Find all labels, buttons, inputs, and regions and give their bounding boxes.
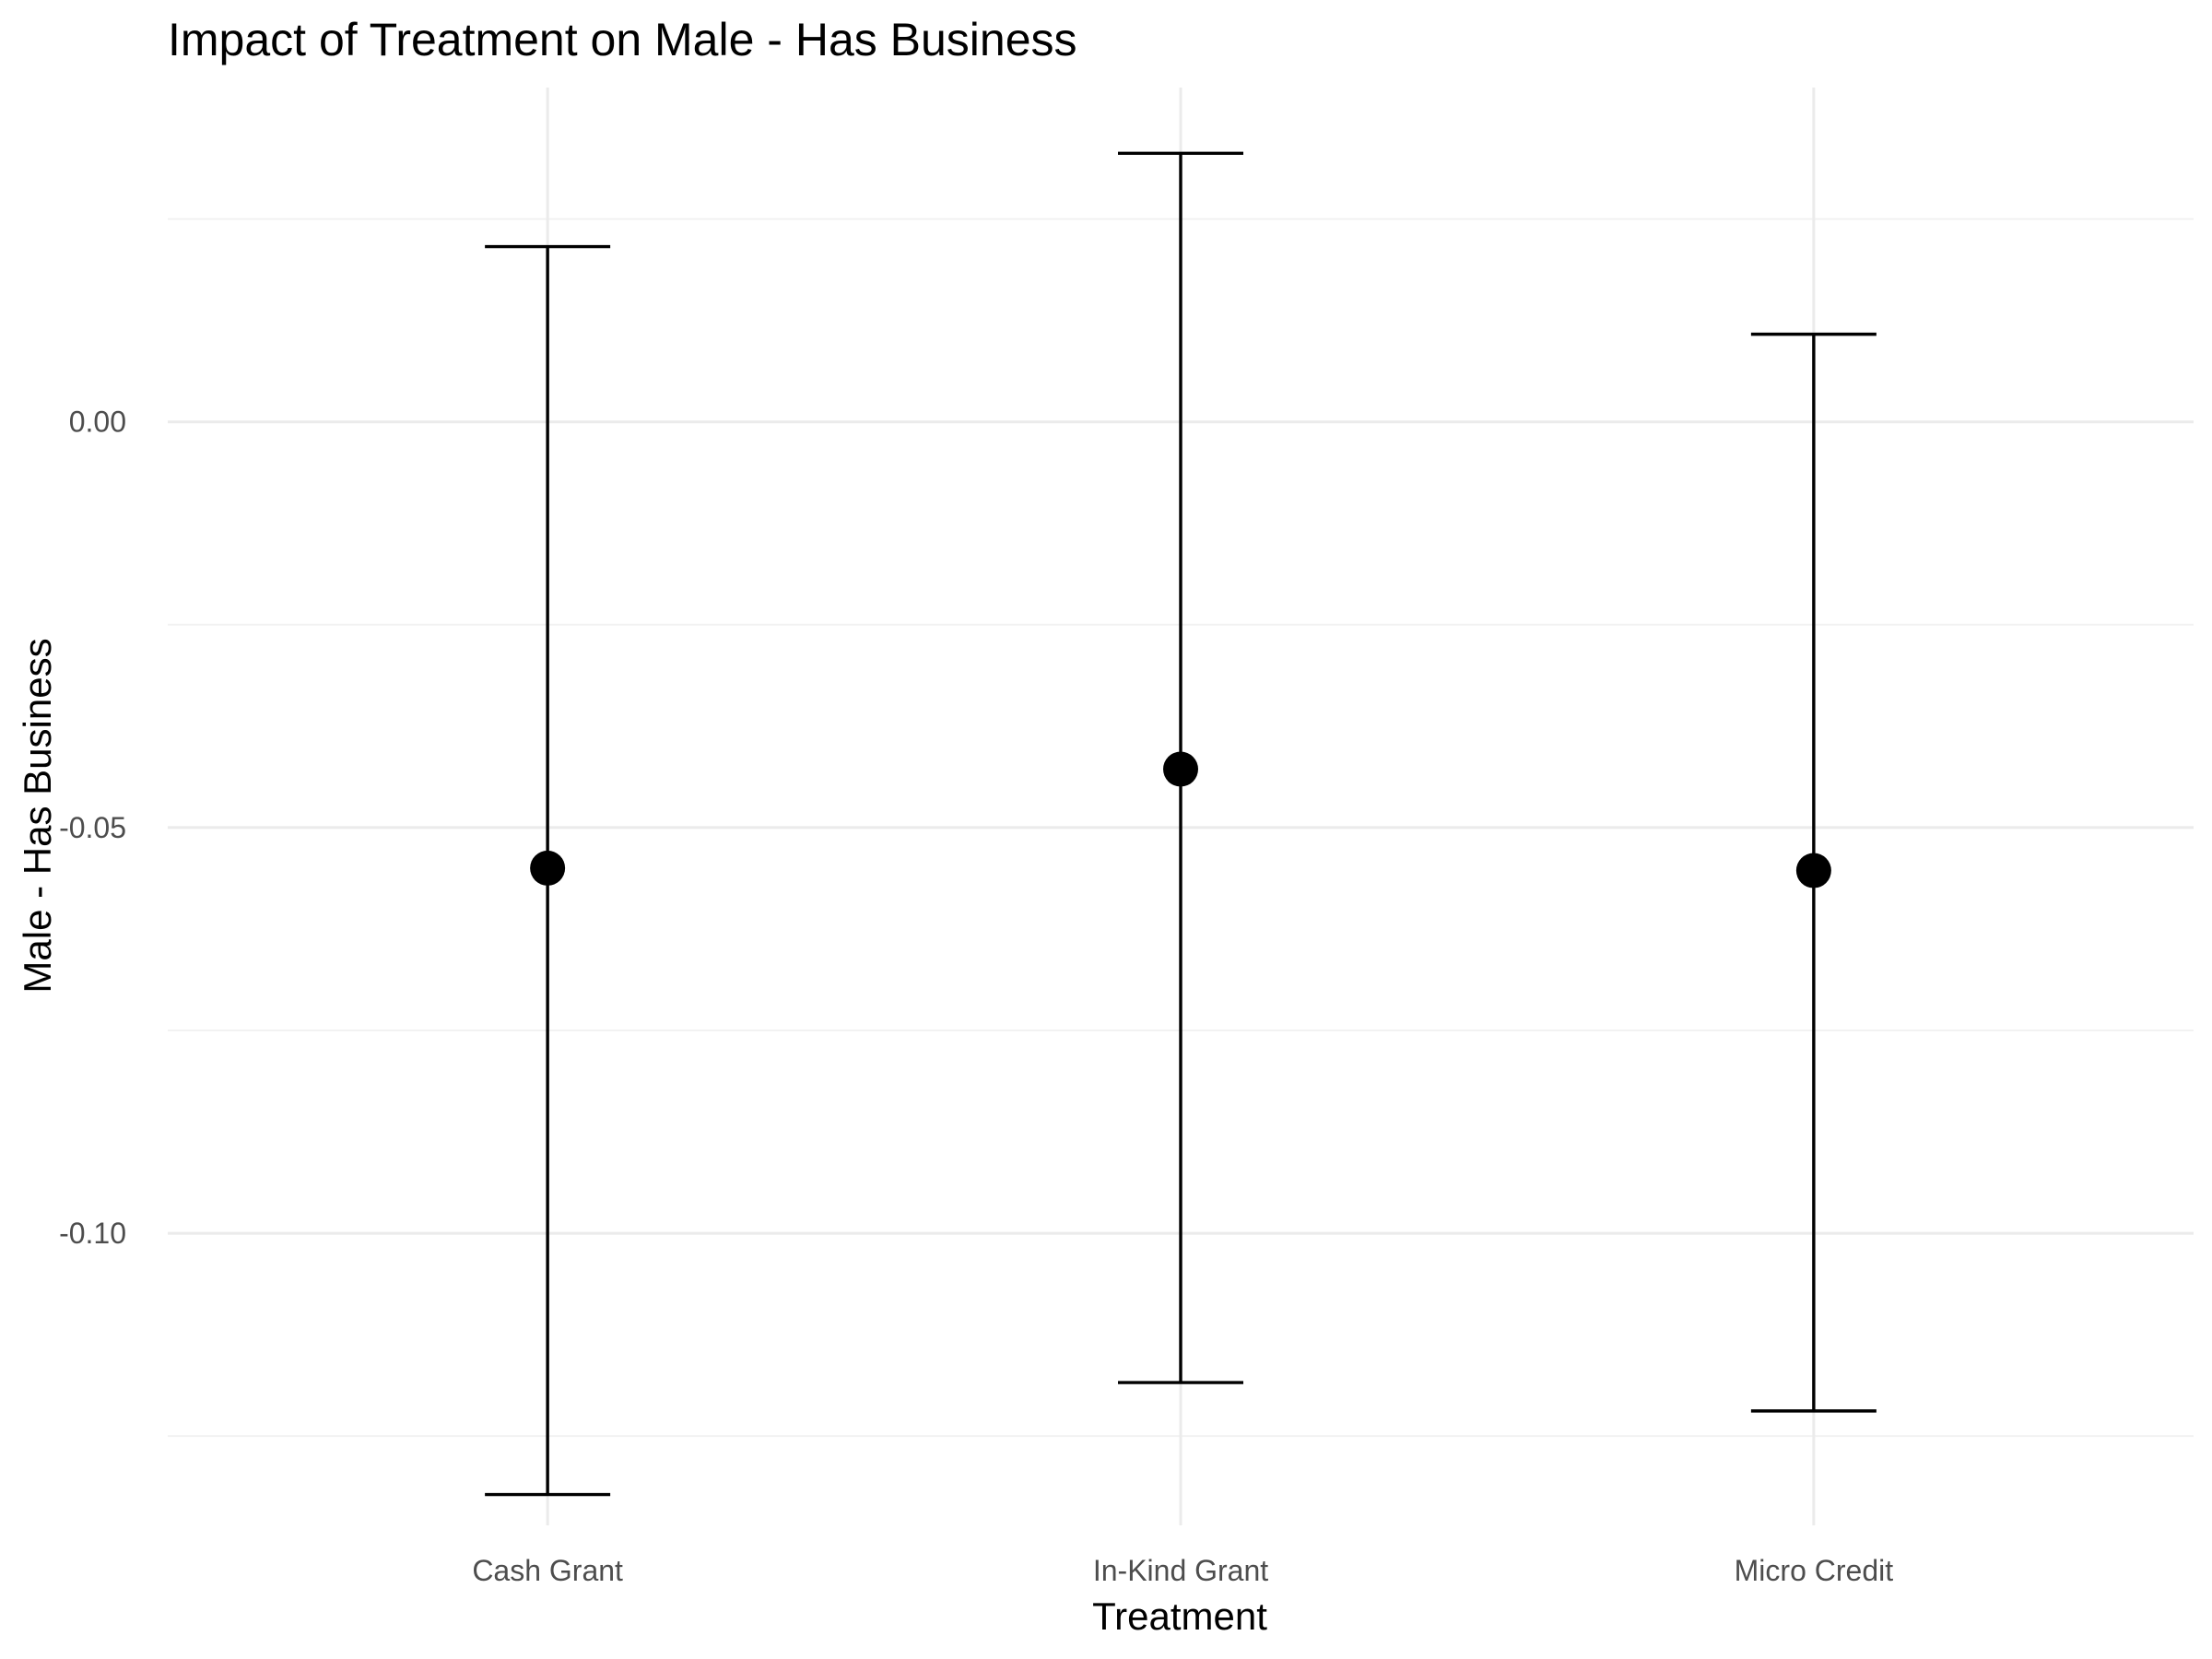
y-axis-title: Male - Has Business [16,638,59,993]
point-estimate [1163,751,1198,787]
point-estimate [1795,853,1831,888]
x-axis-tick-labels: Cash Grant In-Kind Grant Micro Credit [472,1554,1893,1587]
y-tick-label: -0.05 [59,811,126,844]
y-tick-label: -0.10 [59,1217,126,1250]
point-estimates [530,751,1831,888]
x-axis-title: Treatment [1092,1594,1267,1638]
y-tick-label: 0.00 [69,406,126,439]
point-estimate [530,850,566,886]
chart-title: Impact of Treatment on Male - Has Busine… [168,14,1077,65]
x-tick-label: In-Kind Grant [1093,1554,1268,1587]
error-bars [485,151,1877,1497]
y-axis-tick-labels: 0.00 -0.05 -0.10 [59,406,126,1250]
x-tick-label: Cash Grant [472,1554,623,1587]
x-tick-label: Micro Credit [1735,1554,1894,1587]
